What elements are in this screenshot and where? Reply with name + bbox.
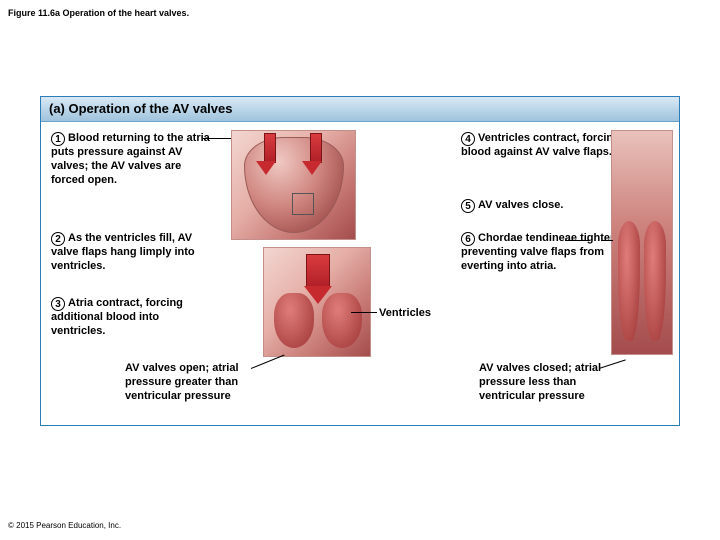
arrow-right-head-icon xyxy=(302,161,322,175)
step-4-number: 4 xyxy=(461,132,475,146)
panel-body: 1Blood returning to the atria puts press… xyxy=(41,122,679,424)
arrow-right-icon xyxy=(310,133,322,163)
center-valve-illustration xyxy=(263,247,371,357)
right-chamber-a-icon xyxy=(618,221,640,341)
caption-right: AV valves closed; atrial pressure less t… xyxy=(479,362,629,403)
step-1-text: Blood returning to the atria puts pressu… xyxy=(51,132,210,186)
step-1-number: 1 xyxy=(51,132,65,146)
step-3-text: Atria contract, forcing additional blood… xyxy=(51,297,183,337)
right-valve-illustration xyxy=(611,130,673,355)
step-6-text: Chordae tendineae tighten, preventing va… xyxy=(461,232,620,272)
step-1: 1Blood returning to the atria puts press… xyxy=(51,132,216,187)
zoom-box-icon xyxy=(292,193,314,215)
step-2-text: As the ventricles fill, AV valve flaps h… xyxy=(51,232,195,272)
step-4: 4Ventricles contract, forcing blood agai… xyxy=(461,132,621,160)
step-6-number: 6 xyxy=(461,232,475,246)
step-3-number: 3 xyxy=(51,297,65,311)
step-6: 6Chordae tendineae tighten, preventing v… xyxy=(461,232,631,274)
step-2: 2As the ventricles fill, AV valve flaps … xyxy=(51,232,216,274)
big-arrow-head-icon xyxy=(304,286,332,304)
big-arrow-body-icon xyxy=(306,254,330,288)
figure-title: Figure 11.6a Operation of the heart valv… xyxy=(8,8,189,18)
right-chamber-b-icon xyxy=(644,221,666,341)
ventricles-leader-line xyxy=(351,312,377,313)
step-2-number: 2 xyxy=(51,232,65,246)
copyright: © 2015 Pearson Education, Inc. xyxy=(8,521,121,530)
left-heart-illustration xyxy=(231,130,356,240)
step-4-text: Ventricles contract, forcing blood again… xyxy=(461,132,620,158)
ventricles-label: Ventricles xyxy=(379,307,431,319)
step-5: 5AV valves close. xyxy=(461,199,621,213)
leader-6 xyxy=(565,240,589,241)
step-5-text: AV valves close. xyxy=(478,199,563,211)
panel-title: (a) Operation of the AV valves xyxy=(41,97,679,122)
leader-1 xyxy=(203,138,231,139)
main-panel: (a) Operation of the AV valves 1Blood re… xyxy=(40,96,680,426)
step-5-number: 5 xyxy=(461,199,475,213)
heart-shape-icon xyxy=(244,137,344,233)
arrow-left-icon xyxy=(264,133,276,163)
arrow-left-head-icon xyxy=(256,161,276,175)
step-3: 3Atria contract, forcing additional bloo… xyxy=(51,297,216,339)
caption-left: AV valves open; atrial pressure greater … xyxy=(125,362,270,403)
leader-6b xyxy=(601,240,613,241)
